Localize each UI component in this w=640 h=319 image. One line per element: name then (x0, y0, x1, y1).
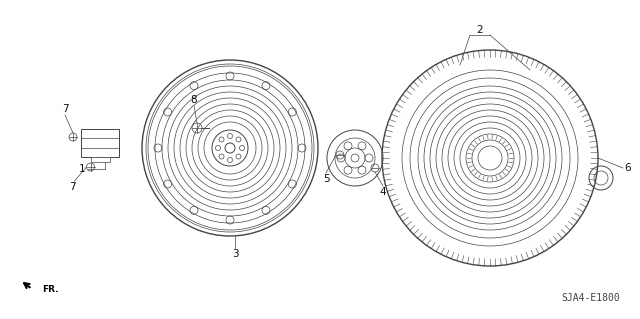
Text: SJA4-E1800: SJA4-E1800 (561, 293, 620, 303)
Text: 3: 3 (232, 249, 238, 259)
Text: FR.: FR. (42, 286, 58, 294)
Text: 1: 1 (79, 164, 85, 174)
Text: 7: 7 (69, 182, 76, 192)
Bar (81, 129, 119, 157)
Text: 2: 2 (477, 25, 483, 35)
Text: 7: 7 (61, 104, 68, 114)
Text: 5: 5 (323, 174, 330, 184)
Text: 6: 6 (625, 163, 631, 173)
Text: 4: 4 (380, 187, 387, 197)
Text: 8: 8 (191, 95, 197, 105)
Bar (90, 157, 109, 162)
